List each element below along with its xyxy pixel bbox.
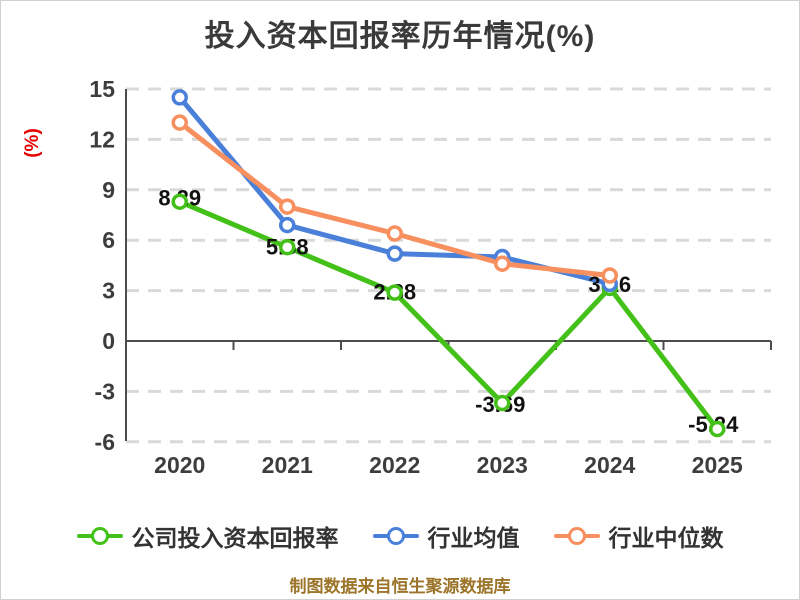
- svg-text:12: 12: [89, 126, 115, 152]
- svg-text:-3: -3: [95, 378, 115, 404]
- legend-item-label: 公司投入资本回报率: [131, 525, 339, 551]
- svg-text:-6: -6: [95, 429, 115, 455]
- legend-item-label: 行业均值: [427, 525, 520, 551]
- legend-item-industry-mean[interactable]: 行业均值: [372, 519, 520, 553]
- svg-text:2020: 2020: [154, 452, 205, 478]
- svg-text:0: 0: [102, 328, 115, 354]
- svg-text:2022: 2022: [369, 452, 420, 478]
- legend-line-marker-icon: [76, 527, 123, 545]
- legend-line-marker-icon: [553, 527, 600, 545]
- legend-item-industry-median[interactable]: 行业中位数: [553, 519, 724, 553]
- legend-item-company-roic[interactable]: 公司投入资本回报率: [76, 519, 339, 553]
- svg-text:3: 3: [102, 278, 115, 304]
- svg-text:6: 6: [102, 227, 115, 253]
- svg-text:2021: 2021: [262, 452, 313, 478]
- legend-item-label: 行业中位数: [608, 525, 724, 551]
- svg-text:2023: 2023: [477, 452, 528, 478]
- svg-text:9: 9: [102, 177, 115, 203]
- chart-title: 投入资本回报率历年情况(%): [204, 20, 596, 53]
- data-source-note: 制图数据来自恒生聚源数据库: [289, 577, 511, 596]
- legend: 公司投入资本回报率 行业均值 行业中位数: [1, 519, 799, 553]
- svg-text:2024: 2024: [584, 452, 635, 478]
- legend-line-marker-icon: [372, 527, 419, 545]
- svg-text:2025: 2025: [692, 452, 743, 478]
- svg-text:15: 15: [89, 76, 115, 102]
